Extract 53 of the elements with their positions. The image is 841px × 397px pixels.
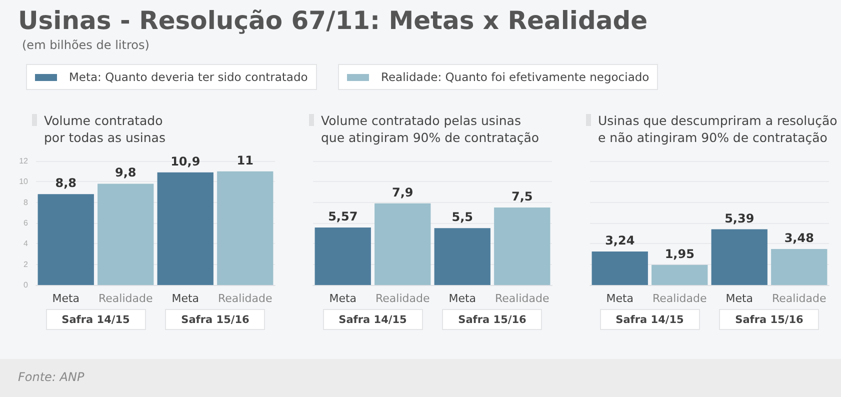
source-note: Fonte: ANP xyxy=(18,370,84,384)
x-tick-label: Meta xyxy=(329,292,357,305)
bar xyxy=(711,229,768,285)
chart-title: Volume contratado por todas as usinas xyxy=(44,112,166,146)
bar xyxy=(771,249,828,285)
bar xyxy=(434,228,490,285)
x-tick-label: Realidade xyxy=(376,292,430,305)
chart-title: Usinas que descumpriram a resolução e não atingiram 90% de contratação xyxy=(598,112,838,146)
x-tick-label: Meta xyxy=(52,292,80,305)
x-tick-label: Realidade xyxy=(652,292,707,305)
text: Meta: Quanto deveria ter sido contratado xyxy=(26,64,317,90)
text: Safra 14/15 xyxy=(322,309,423,330)
data-label: 7,9 xyxy=(392,185,414,200)
data-label: 5,57 xyxy=(328,209,358,224)
y-tick-label: 0 xyxy=(24,280,29,290)
x-tick-label: Meta xyxy=(726,292,754,305)
data-label: 9,8 xyxy=(114,166,136,180)
y-tick-label: 2 xyxy=(24,260,29,269)
chart-title: Volume contratado pelas usinas que atingiram 90% de contratação xyxy=(321,112,540,146)
data-label: 5,39 xyxy=(724,211,754,226)
x-tick-label: Realidade xyxy=(495,292,550,305)
bar xyxy=(494,208,550,285)
y-tick-label: 8 xyxy=(24,198,29,207)
bar xyxy=(314,227,371,285)
data-label: 5,5 xyxy=(452,210,474,224)
x-tick-label: Realidade xyxy=(772,292,826,305)
x-tick-label: Meta xyxy=(606,292,634,305)
bar xyxy=(374,203,431,285)
text: Safra 15/16 xyxy=(719,309,820,330)
data-label: 8,8 xyxy=(55,176,77,190)
y-tick-label: 10 xyxy=(19,177,29,186)
text: Realidade: Quanto foi efetivamente negociado xyxy=(338,64,658,90)
x-tick-label: Realidade xyxy=(218,292,272,305)
text: Safra 15/16 xyxy=(165,309,266,330)
data-label: 3,24 xyxy=(605,234,635,248)
text: Safra 15/16 xyxy=(442,309,542,330)
text: Usinas - Resolução 67/11: Metas x Realidade xyxy=(18,6,648,35)
data-label: 3,48 xyxy=(784,231,814,246)
y-tick-label: 6 xyxy=(24,218,29,228)
bar xyxy=(652,264,708,285)
text: (em bilhões de litros) xyxy=(22,38,150,52)
data-label: 10,9 xyxy=(170,154,200,168)
x-tick-label: Meta xyxy=(172,292,200,305)
bar xyxy=(592,252,648,285)
data-label: 11 xyxy=(236,153,254,168)
text: Safra 14/15 xyxy=(600,309,700,330)
y-tick-label: 12 xyxy=(19,156,29,166)
data-label: 7,5 xyxy=(511,190,533,204)
text: Safra 14/15 xyxy=(46,309,146,330)
x-tick-label: Realidade xyxy=(98,292,153,305)
data-label: 1,95 xyxy=(664,246,694,261)
y-tick-label: 4 xyxy=(24,239,29,248)
x-tick-label: Meta xyxy=(448,292,476,305)
